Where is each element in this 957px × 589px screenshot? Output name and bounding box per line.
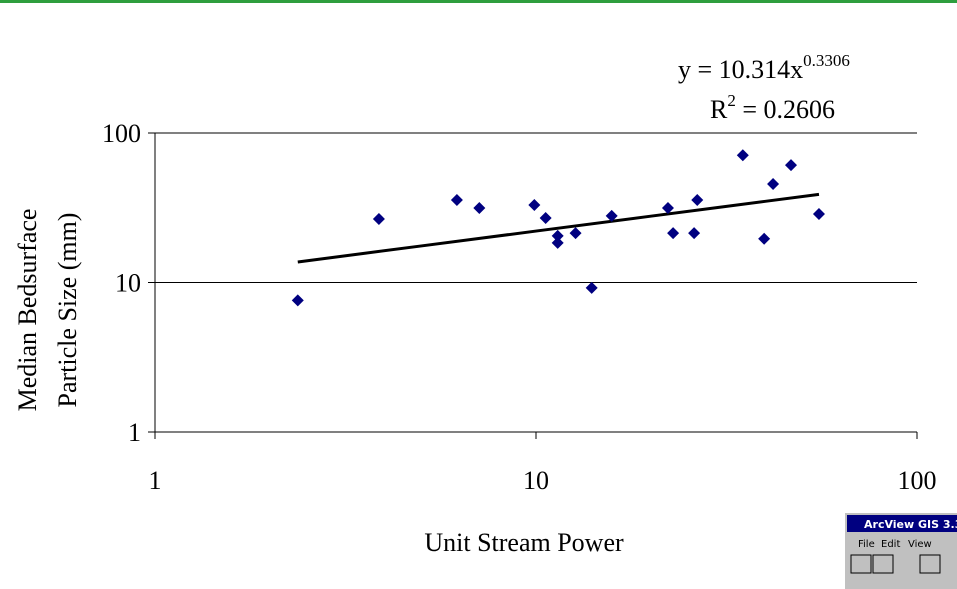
data-point bbox=[767, 177, 780, 190]
app-window: ArcView GIS 3.3 File Edit View bbox=[845, 513, 957, 589]
y-tick-label: 10 bbox=[115, 269, 141, 298]
menu-item[interactable]: View bbox=[908, 539, 932, 550]
data-point bbox=[585, 281, 598, 294]
data-point bbox=[551, 229, 564, 242]
data-point bbox=[450, 194, 463, 207]
data-point bbox=[291, 294, 304, 307]
x-tick-label: 1 bbox=[149, 466, 162, 495]
toolbar-button[interactable] bbox=[872, 554, 894, 574]
data-point bbox=[736, 149, 749, 162]
data-point bbox=[569, 227, 582, 240]
title-bar bbox=[847, 515, 957, 532]
data-point bbox=[539, 212, 552, 225]
menu-item[interactable]: Edit bbox=[881, 539, 900, 550]
x-tick-label: 10 bbox=[523, 466, 549, 495]
trend-line bbox=[297, 192, 820, 264]
data-point bbox=[691, 194, 704, 207]
y-axis-title: Particle Size (mm) bbox=[53, 213, 82, 408]
y-axis-title: Median Bedsurface bbox=[13, 209, 42, 412]
r-squared: R2 = 0.2606 bbox=[710, 91, 835, 124]
data-point bbox=[812, 208, 825, 221]
menu-item[interactable]: File bbox=[858, 539, 875, 550]
y-tick-label: 1 bbox=[128, 418, 141, 447]
data-point bbox=[473, 202, 486, 215]
window-title: ArcView GIS 3.3 bbox=[864, 518, 957, 531]
x-axis-title: Unit Stream Power bbox=[424, 528, 624, 557]
y-tick-label: 100 bbox=[102, 119, 141, 148]
toolbar-button[interactable] bbox=[919, 554, 941, 574]
data-point bbox=[688, 227, 701, 240]
data-point bbox=[661, 202, 674, 215]
toolbar-button[interactable] bbox=[850, 554, 872, 574]
data-point bbox=[372, 212, 385, 225]
x-tick-label: 100 bbox=[898, 466, 937, 495]
data-point bbox=[551, 236, 564, 249]
data-point bbox=[785, 159, 798, 172]
data-point bbox=[758, 232, 771, 245]
data-point bbox=[605, 209, 618, 222]
trend-equation: y = 10.314x0.3306 bbox=[678, 51, 850, 84]
data-point bbox=[528, 198, 541, 211]
data-point bbox=[667, 227, 680, 240]
top-border bbox=[0, 0, 957, 3]
